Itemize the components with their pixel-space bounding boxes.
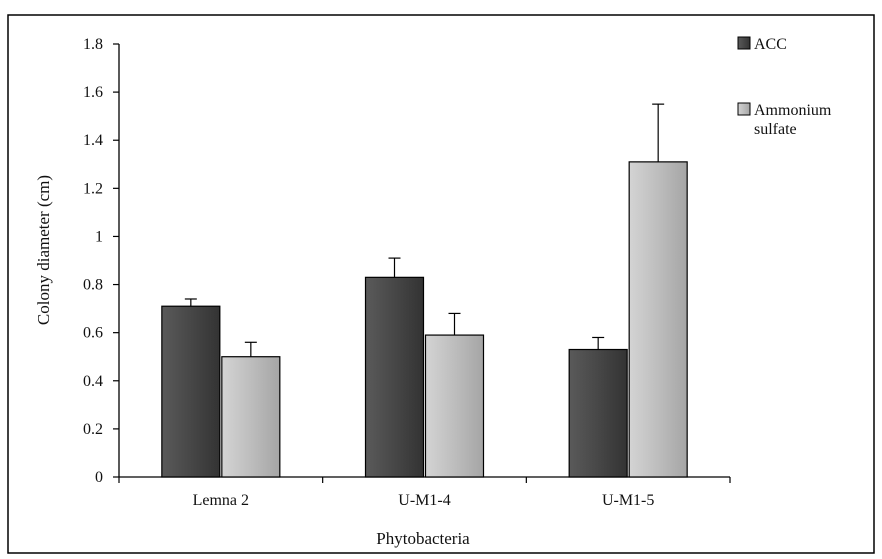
x-axis-label: Phytobacteria: [376, 529, 470, 548]
x-tick-label: U-M1-4: [398, 492, 450, 509]
y-tick-label: 0.2: [83, 421, 103, 438]
y-tick-label: 0: [95, 469, 103, 486]
y-tick-label: 1: [95, 228, 103, 245]
y-tick-label: 0.8: [83, 277, 103, 294]
bar-acc: [568, 348, 628, 478]
y-tick-label: 0.6: [83, 325, 103, 342]
bar-ammonium-sulfate: [424, 334, 485, 478]
y-tick-label: 1.6: [83, 84, 103, 101]
bar-ammonium-sulfate: [221, 356, 281, 478]
bar-ammonium-sulfate: [628, 161, 688, 478]
legend-label: sulfate: [754, 121, 797, 138]
y-tick-label: 1.4: [83, 132, 103, 149]
x-tick-label: Lemna 2: [193, 492, 249, 509]
bar-acc: [364, 276, 425, 478]
y-tick-label: 0.4: [83, 373, 103, 390]
legend-label: Ammonium: [754, 102, 832, 119]
legend-swatch: [737, 102, 751, 116]
y-tick-label: 1.8: [83, 36, 103, 53]
legend-swatch: [737, 36, 751, 50]
x-tick-label: U-M1-5: [602, 492, 654, 509]
bar-acc: [161, 305, 221, 478]
legend-label: ACC: [754, 36, 787, 53]
y-tick-label: 1.2: [83, 180, 103, 197]
y-axis-label: Colony diameter (cm): [34, 175, 53, 325]
